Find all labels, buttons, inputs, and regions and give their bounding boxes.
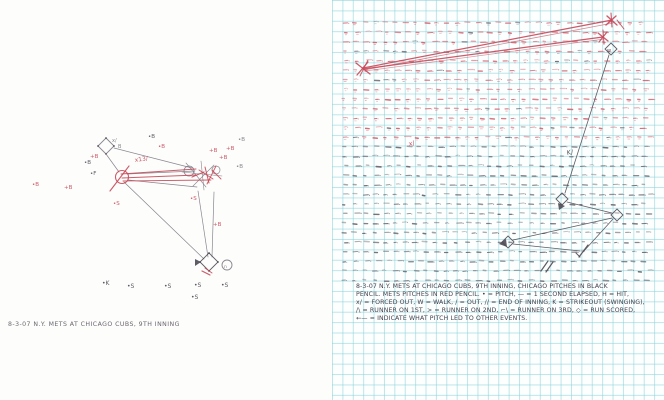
right-page-graph-paper: 8-3-07 N.Y. METS AT CHICAGO CUBS, 9TH IN…	[332, 0, 664, 400]
left-page: 8-3-07 N.Y. METS AT CHICAGO CUBS, 9TH IN…	[8, 320, 180, 329]
legend-line-1: 8-3-07 N.Y. METS AT CHICAGO CUBS, 9TH IN…	[356, 283, 608, 290]
legend-line-3: x/ = FORCED OUT, W = WALK, / = OUT, // =…	[356, 299, 645, 307]
left-page-caption: 8-3-07 N.Y. METS AT CHICAGO CUBS, 9TH IN…	[8, 320, 180, 329]
legend-line-4: /\ = RUNNER ON 1ST, > = RUNNER ON 2ND, ⌐…	[356, 307, 636, 315]
legend-text-block: 8-3-07 N.Y. METS AT CHICAGO CUBS, 9TH IN…	[356, 283, 645, 323]
legend-line-2: PENCIL. METS PITCHES IN RED PENCIL. • = …	[356, 291, 630, 299]
legend-line-5: ←— = INDICATE WHAT PITCH LED TO OTHER EV…	[356, 315, 528, 323]
